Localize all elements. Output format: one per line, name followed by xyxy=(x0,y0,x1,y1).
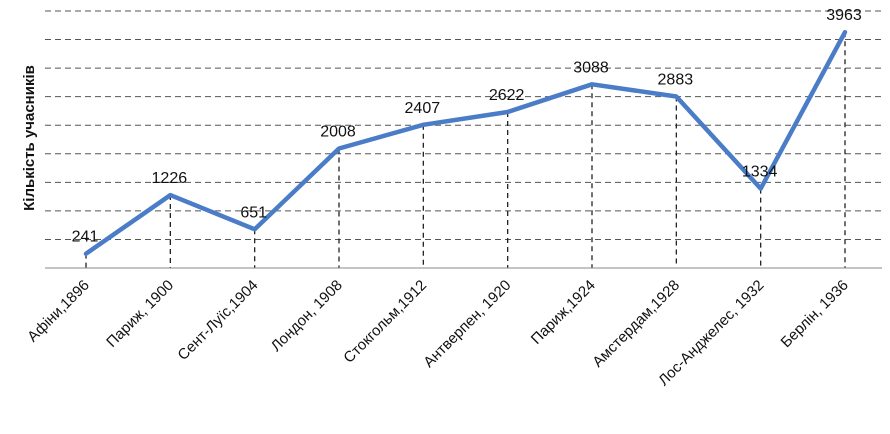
x-tick-label: Антверпен, 1920 xyxy=(420,277,514,371)
x-tick-label: Афіни,1896 xyxy=(24,277,93,346)
x-tick-label: Амстердам,1928 xyxy=(589,277,683,371)
data-label: 2622 xyxy=(489,87,525,104)
series-line xyxy=(83,29,848,256)
data-label: 1226 xyxy=(152,170,188,187)
data-label: 241 xyxy=(72,229,99,246)
data-label: 2883 xyxy=(658,71,694,88)
data-label: 1334 xyxy=(742,164,778,181)
x-tick-label: Париж,1924 xyxy=(528,277,599,348)
data-label: 651 xyxy=(240,204,267,221)
x-tick-label: Париж, 1900 xyxy=(103,277,177,351)
x-tick-label: Сент-Луїс,1904 xyxy=(174,277,261,364)
y-axis-label: Кількість учасників xyxy=(21,65,38,211)
x-tick-label: Стокгольм,1912 xyxy=(340,277,430,367)
data-labels: 241 1226 651 2008 2407 2622 3088 2883 1334 3963 xyxy=(72,7,862,245)
data-label: 3088 xyxy=(573,59,609,76)
data-label: 3963 xyxy=(826,7,862,24)
data-label: 2407 xyxy=(405,100,441,117)
data-label: 2008 xyxy=(320,124,356,141)
drop-lines xyxy=(85,32,846,268)
x-tick-label: Берлін, 1936 xyxy=(778,277,852,351)
x-tick-label: Лондон, 1908 xyxy=(268,277,346,355)
